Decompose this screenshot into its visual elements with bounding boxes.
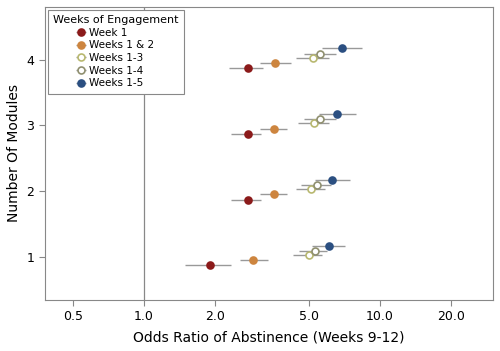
- X-axis label: Odds Ratio of Abstinence (Weeks 9-12): Odds Ratio of Abstinence (Weeks 9-12): [133, 330, 404, 344]
- Y-axis label: Number Of Modules: Number Of Modules: [7, 84, 21, 222]
- Legend: Week 1, Weeks 1 & 2, Weeks 1-3, Weeks 1-4, Weeks 1-5: Week 1, Weeks 1 & 2, Weeks 1-3, Weeks 1-…: [48, 10, 184, 93]
